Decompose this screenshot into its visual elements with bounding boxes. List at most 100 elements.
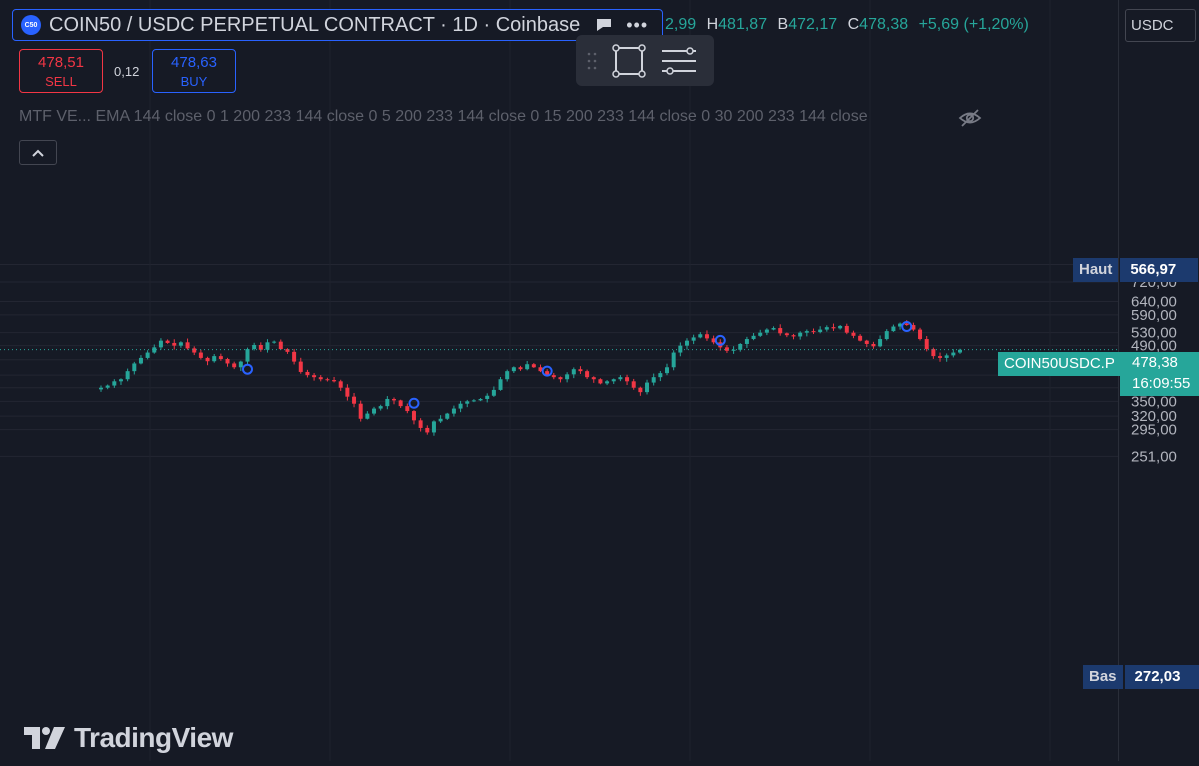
candle-body (352, 396, 357, 404)
candle-body (884, 331, 889, 340)
rectangle-tool-icon[interactable] (612, 43, 646, 78)
candle-body (871, 343, 876, 347)
candle-body (285, 349, 290, 352)
candle-body (958, 349, 962, 353)
close-key: C (847, 16, 860, 33)
more-options-icon[interactable]: ••• (626, 14, 649, 35)
candle-body (671, 352, 676, 368)
signal-marker (241, 363, 253, 375)
candle-body (252, 344, 257, 350)
candle-body (118, 379, 123, 382)
line-settings-icon[interactable] (660, 44, 698, 78)
candle-body (618, 377, 623, 380)
price-tick-label: 251,00 (1131, 448, 1177, 465)
candle-body (498, 379, 503, 390)
candle-body (358, 403, 363, 419)
countdown-value: 16:09:55 (1132, 375, 1191, 392)
buy-button[interactable]: 478,63 BUY (152, 49, 236, 93)
candle-body (764, 329, 769, 333)
candle-body (338, 381, 343, 388)
candle-body (944, 355, 949, 358)
floating-drawing-toolbar[interactable] (576, 35, 714, 86)
candle-body (451, 408, 456, 414)
buy-price: 478,63 (171, 54, 217, 71)
candle-body (232, 363, 237, 368)
candle-body (292, 351, 297, 362)
candle-body (811, 331, 816, 333)
candle-body (938, 356, 943, 358)
candle-body (731, 349, 736, 351)
candle-body (545, 371, 550, 376)
drag-handle-icon[interactable] (586, 50, 598, 72)
collapse-legend-button[interactable] (19, 140, 57, 165)
high-value: 481,87 (718, 16, 768, 33)
candle-body (112, 381, 117, 386)
chart-area[interactable] (0, 0, 1118, 761)
price-tick-label: 490,00 (1131, 338, 1177, 355)
candle-body (911, 325, 916, 330)
candle-body (631, 381, 636, 388)
candle-body (758, 332, 763, 336)
candlestick-chart[interactable] (0, 0, 1118, 761)
candle-body (99, 387, 103, 390)
symbol-header[interactable]: C50 COIN50 / USDC PERPETUAL CONTRACT · 1… (12, 9, 663, 41)
signal-marker (714, 334, 726, 346)
candle-body (485, 395, 490, 399)
candle-body (238, 361, 243, 368)
candle-body (145, 352, 150, 358)
price-tick-label: 295,00 (1131, 422, 1177, 439)
candle-body (445, 413, 450, 419)
candle-body (585, 371, 590, 378)
signal-marker (901, 321, 913, 333)
candle-body (298, 361, 303, 372)
hide-eye-icon[interactable] (958, 108, 982, 128)
flag-icon[interactable] (596, 18, 612, 32)
candle-body (625, 377, 630, 382)
candle-body (518, 367, 523, 370)
candle-body (205, 357, 210, 362)
price-tick-label: 530,00 (1131, 325, 1177, 342)
candle-body (185, 342, 190, 349)
low-key: B (777, 16, 789, 33)
candle-body (724, 347, 729, 351)
candle-body (891, 326, 896, 332)
buy-label: BUY (180, 74, 208, 89)
last-price-value: 478,38 (1132, 354, 1178, 371)
candle-body (405, 406, 410, 412)
low-value: 472,17 (788, 16, 838, 33)
candle-body (471, 400, 476, 402)
candle-body (678, 345, 683, 353)
candle-body (332, 380, 337, 382)
currency-selector[interactable]: USDC (1125, 9, 1196, 42)
candle-body (418, 420, 423, 428)
candle-body (771, 328, 776, 330)
candle-body (165, 340, 170, 343)
sell-button[interactable]: 478,51 SELL (19, 49, 103, 93)
tradingview-logo[interactable]: TradingView (24, 722, 233, 754)
candle-body (318, 377, 323, 380)
candle-body (738, 343, 743, 350)
candle-body (898, 323, 903, 327)
candle-body (878, 339, 883, 347)
spread-value: 0,12 (114, 64, 140, 79)
symbol-title[interactable]: COIN50 / USDC PERPETUAL CONTRACT · 1D · … (49, 13, 581, 36)
candle-body (132, 363, 137, 372)
candle-body (425, 427, 430, 433)
candle-body (658, 373, 663, 378)
candle-body (198, 352, 203, 358)
price-tick-label: 590,00 (1131, 307, 1177, 324)
candle-body (278, 341, 283, 350)
candle-body (804, 331, 809, 333)
sell-label: SELL (45, 74, 77, 89)
candle-body (924, 339, 929, 350)
candle-body (565, 374, 570, 380)
candle-body (525, 364, 530, 370)
candle-body (824, 327, 829, 330)
candle-body (691, 337, 696, 341)
indicator-legend[interactable]: MTF VE... EMA 144 close 0 1 200 233 144 … (19, 108, 868, 125)
candle-body (531, 364, 536, 368)
candle-body (704, 334, 709, 339)
tradingview-brand: TradingView (74, 722, 233, 753)
high-tag: Haut 566,97 (1073, 258, 1199, 282)
high-tag-label: Haut (1073, 258, 1119, 282)
